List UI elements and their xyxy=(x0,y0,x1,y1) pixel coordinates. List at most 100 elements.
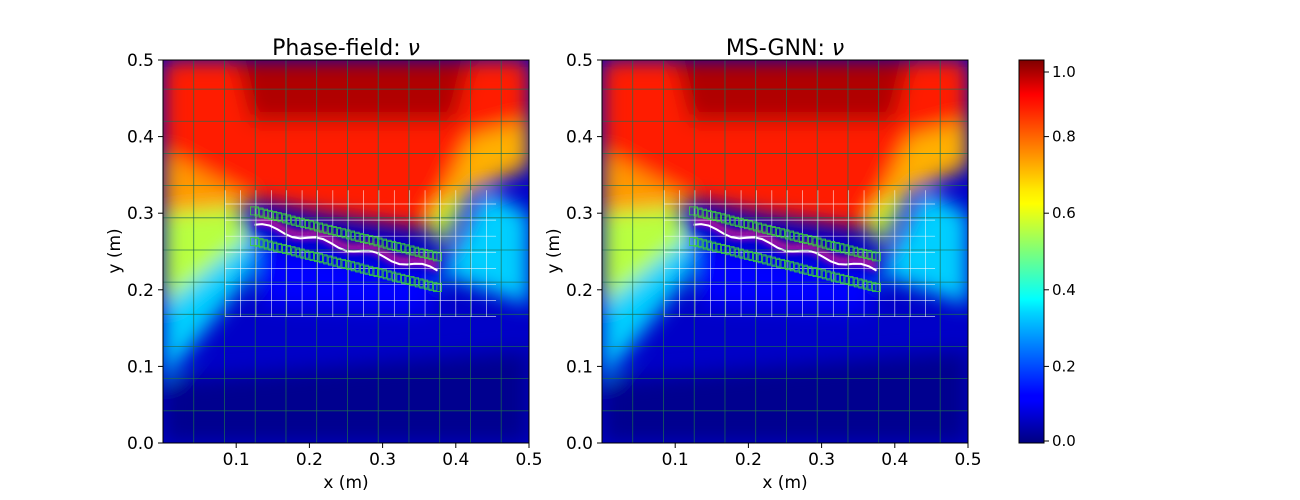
fine-element xyxy=(382,270,392,280)
fine-element xyxy=(794,232,804,242)
fine-element xyxy=(780,229,790,239)
field-region-right-cyan xyxy=(880,190,968,306)
y-tick-label: 0.5 xyxy=(566,51,593,71)
fine-element xyxy=(867,251,877,261)
fine-element xyxy=(748,221,758,231)
x-tick-label: 0.2 xyxy=(735,450,762,470)
fine-element xyxy=(405,276,415,286)
fine-element xyxy=(693,207,703,217)
axes-frame xyxy=(162,59,530,444)
fine-element xyxy=(757,254,767,264)
fine-element xyxy=(396,243,406,253)
fine-element xyxy=(277,213,287,223)
fine-element xyxy=(693,238,703,248)
field-region-under-crack xyxy=(250,243,442,313)
y-tick-label: 0.1 xyxy=(127,357,154,377)
field-region-peak xyxy=(236,60,471,122)
colorbar-ticks: 0.0 0.2 0.4 0.6 0.8 1.0 xyxy=(1044,63,1076,450)
fine-element xyxy=(295,248,305,258)
axis-ticks: 0.1 0.2 0.3 0.4 0.5 0.0 0.1 0.2 0.3 0.4 0.5 xyxy=(566,51,982,470)
fine-element xyxy=(862,250,872,259)
fine-element xyxy=(250,237,259,246)
colorbar-tick-label: 1.0 xyxy=(1052,63,1076,81)
fine-element xyxy=(282,214,291,224)
fine-element xyxy=(300,219,310,228)
fine-element xyxy=(739,249,749,259)
fine-element xyxy=(803,235,813,245)
fine-element xyxy=(337,228,346,238)
fine-element xyxy=(419,279,429,289)
fine-element xyxy=(423,250,433,259)
fine-element xyxy=(401,275,410,284)
fine-element xyxy=(853,247,863,257)
fine-element xyxy=(840,275,849,284)
fine-element xyxy=(762,255,772,265)
fine-element xyxy=(716,244,726,253)
fine-element xyxy=(341,260,351,269)
fine-element xyxy=(346,261,355,271)
fine-element xyxy=(419,249,429,258)
fine-element xyxy=(858,279,868,289)
panel-title: MS-GNN: ν xyxy=(726,36,844,61)
fine-element xyxy=(387,271,397,281)
fine-element xyxy=(410,246,420,256)
y-tick-label: 0.2 xyxy=(566,281,593,301)
crack-line xyxy=(693,223,877,272)
y-tick-label: 0.4 xyxy=(566,128,593,148)
fine-element xyxy=(725,246,735,256)
fine-element xyxy=(821,239,831,249)
fine-element xyxy=(734,248,744,258)
x-tick-label: 0.5 xyxy=(515,450,542,470)
x-tick-label: 0.5 xyxy=(954,450,981,470)
fine-element xyxy=(817,269,826,279)
fine-element xyxy=(702,240,712,250)
colorbar-tick-label: 0.0 xyxy=(1052,432,1076,450)
fine-element xyxy=(872,252,881,262)
fine-element xyxy=(812,268,822,277)
fine-element xyxy=(753,222,762,232)
fine-element xyxy=(401,244,410,254)
fine-element xyxy=(849,246,859,256)
panel-title: Phase-field: ν xyxy=(272,36,420,61)
fine-element xyxy=(785,230,794,240)
fine-element xyxy=(844,245,854,255)
fine-element xyxy=(826,240,836,250)
fine-element xyxy=(378,269,388,279)
y-tick-label: 0.1 xyxy=(566,357,593,377)
mesh-overlay xyxy=(163,60,529,443)
fine-element xyxy=(341,229,351,239)
axis-ticks: 0.1 0.2 0.3 0.4 0.5 0.0 0.1 0.2 0.3 0.4 0.5 xyxy=(127,51,543,470)
fine-element xyxy=(405,245,415,255)
fine-element xyxy=(428,281,438,291)
fine-element xyxy=(771,257,781,267)
fine-element xyxy=(853,278,863,288)
colorbar-tick-label: 0.8 xyxy=(1052,128,1076,146)
y-tick-label: 0.0 xyxy=(566,434,593,454)
fine-element xyxy=(323,255,333,265)
fine-element xyxy=(808,236,817,246)
fine-element xyxy=(300,249,310,259)
fine-element xyxy=(757,223,767,233)
fine-element xyxy=(858,249,868,258)
fine-element xyxy=(707,211,717,220)
fine-element xyxy=(396,273,406,283)
fine-element xyxy=(762,224,772,234)
field-region-low xyxy=(602,351,968,443)
fine-element xyxy=(821,270,831,280)
fine-element xyxy=(753,253,762,263)
fine-element xyxy=(272,212,282,222)
fine-element xyxy=(268,211,278,220)
fine-element xyxy=(780,260,790,269)
y-tick-label: 0.2 xyxy=(127,281,154,301)
crack-ridge-red xyxy=(693,217,878,268)
fine-element xyxy=(428,251,438,261)
field-region-peak xyxy=(675,60,910,122)
fine-element xyxy=(862,280,872,290)
x-tick-label: 0.2 xyxy=(296,450,323,470)
fine-element xyxy=(304,220,314,230)
fine-element xyxy=(414,278,424,288)
fine-element xyxy=(433,283,442,292)
fine-element xyxy=(364,265,374,275)
fine-element xyxy=(291,247,301,257)
fine-element xyxy=(382,239,392,249)
